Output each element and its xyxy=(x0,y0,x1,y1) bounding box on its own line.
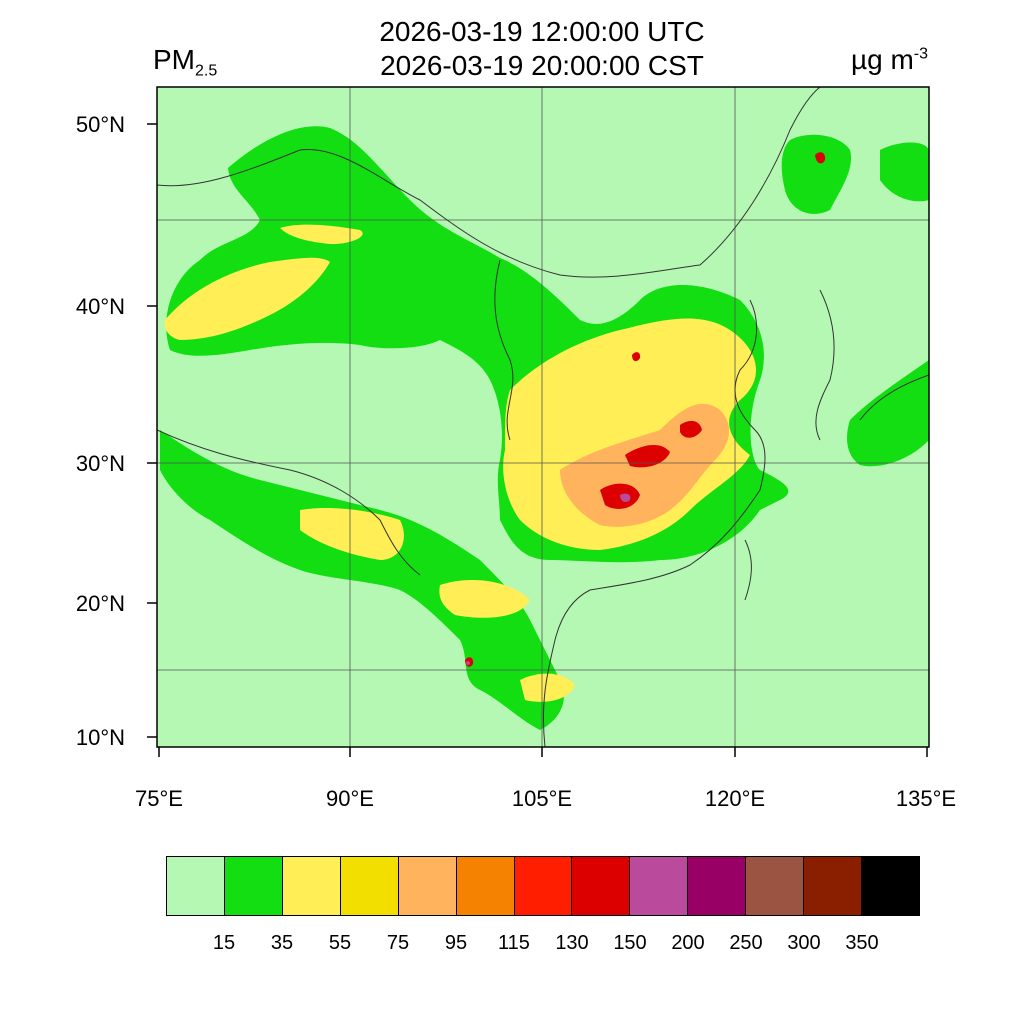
map-border xyxy=(156,86,930,748)
colorbar-box xyxy=(398,857,457,915)
colorbar-box xyxy=(746,857,805,915)
variable-subscript: 2.5 xyxy=(195,62,218,80)
lon-tick-label-105e: 105°E xyxy=(511,786,573,811)
colorbar-box xyxy=(282,857,341,915)
variable-label: PM2.5 xyxy=(153,44,217,81)
colorbar-label: 15 xyxy=(212,932,236,954)
colorbar-box xyxy=(514,857,573,915)
unit-name: µg m xyxy=(850,44,914,75)
title-cst-time: 2026-03-19 20:00:00 CST xyxy=(380,50,704,81)
colorbar-label: 75 xyxy=(386,932,410,954)
colorbar-box xyxy=(804,857,863,915)
lat-tick-label-50n: 50°N xyxy=(75,112,125,137)
coastlines-and-borders xyxy=(157,87,929,747)
unit-label: µg m-3 xyxy=(851,44,928,76)
colorbar-label: 250 xyxy=(729,932,763,954)
colorbar-label: 95 xyxy=(444,932,468,954)
lat-tick-label-40n: 40°N xyxy=(75,294,125,319)
colorbar-box xyxy=(630,857,689,915)
lon-tick-label-135e: 135°E xyxy=(895,786,957,811)
colorbar xyxy=(166,856,920,916)
variable-name: PM xyxy=(153,44,195,75)
pollution-plume-yellow-west xyxy=(164,224,363,340)
colorbar-label: 350 xyxy=(845,932,879,954)
colorbar-label: 150 xyxy=(613,932,647,954)
colorbar-label: 115 xyxy=(498,932,530,954)
colorbar-label: 200 xyxy=(671,932,705,954)
axis-ticks xyxy=(147,123,928,757)
title-utc-time: 2026-03-19 12:00:00 UTC xyxy=(379,16,705,47)
lat-tick-label-20n: 20°N xyxy=(75,591,125,616)
colorbar-box xyxy=(167,857,225,915)
colorbar-box xyxy=(340,857,399,915)
colorbar-box xyxy=(862,857,919,915)
lon-tick-label-75e: 75°E xyxy=(135,786,183,811)
pollution-plume-green-ne xyxy=(781,134,929,467)
colorbar-label: 55 xyxy=(328,932,352,954)
colorbar-label: 130 xyxy=(555,932,589,954)
pollution-plume-green-south xyxy=(160,430,564,730)
map-grid xyxy=(157,87,929,747)
colorbar-box xyxy=(572,857,631,915)
lon-tick-label-90e: 90°E xyxy=(326,786,374,811)
lon-tick-label-120e: 120°E xyxy=(704,786,766,811)
colorbar-box xyxy=(224,857,283,915)
colorbar-box xyxy=(688,857,747,915)
pollution-plume-yellow-south xyxy=(300,508,575,702)
unit-superscript: -3 xyxy=(913,45,928,63)
lat-tick-label-10n: 10°N xyxy=(75,725,125,750)
colorbar-label: 35 xyxy=(270,932,294,954)
colorbar-box xyxy=(456,857,515,915)
lat-tick-label-30n: 30°N xyxy=(75,451,125,476)
colorbar-label: 300 xyxy=(787,932,821,954)
